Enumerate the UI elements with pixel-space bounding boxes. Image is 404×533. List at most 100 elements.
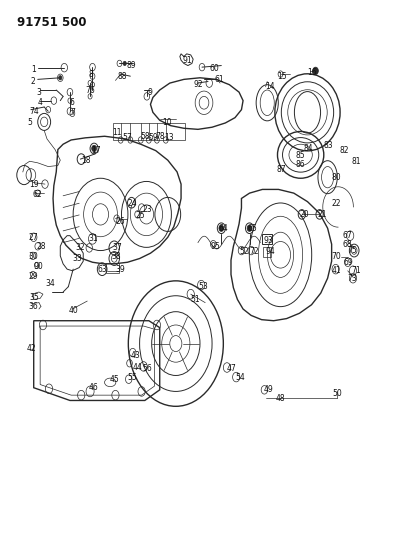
Text: 64: 64	[219, 224, 229, 233]
Text: 69: 69	[344, 258, 354, 266]
Text: 84: 84	[303, 144, 313, 153]
Text: 1: 1	[31, 66, 36, 74]
Bar	[262, 233, 272, 244]
Text: 61: 61	[214, 75, 224, 84]
Text: 43: 43	[130, 351, 140, 360]
Text: 56: 56	[143, 364, 152, 373]
Circle shape	[92, 146, 97, 152]
Text: 63: 63	[97, 265, 107, 273]
Text: 45: 45	[109, 375, 119, 384]
Text: 60: 60	[209, 64, 219, 73]
Text: 4: 4	[38, 98, 42, 107]
Circle shape	[123, 61, 126, 66]
Text: 10: 10	[162, 118, 171, 127]
Text: 59: 59	[149, 133, 159, 142]
Text: 90: 90	[34, 262, 44, 271]
Text: 39: 39	[116, 265, 125, 273]
Text: 11: 11	[113, 128, 122, 137]
Text: 16: 16	[307, 68, 317, 77]
Text: 36: 36	[28, 302, 38, 311]
Text: 91: 91	[183, 56, 192, 64]
Text: 17: 17	[91, 146, 101, 155]
Text: 94: 94	[265, 247, 276, 256]
Text: 54: 54	[235, 373, 245, 382]
Text: 85: 85	[295, 151, 305, 160]
Text: 33: 33	[72, 254, 82, 263]
Text: 68: 68	[342, 240, 352, 249]
Text: 87: 87	[276, 165, 286, 174]
Text: 44: 44	[133, 363, 143, 372]
Bar	[263, 247, 271, 257]
Text: 50: 50	[333, 389, 343, 398]
Text: 27: 27	[28, 233, 38, 242]
Text: 47: 47	[227, 364, 237, 373]
Text: 22: 22	[332, 199, 341, 208]
Text: 82: 82	[340, 146, 349, 155]
Text: 81: 81	[352, 157, 361, 166]
Text: 74: 74	[29, 107, 39, 116]
Text: 73: 73	[348, 273, 358, 282]
Text: 14: 14	[265, 82, 275, 91]
Text: 25: 25	[136, 212, 145, 221]
Text: 70: 70	[332, 253, 341, 261]
Text: 62: 62	[33, 190, 42, 199]
Text: 30: 30	[28, 253, 38, 261]
Circle shape	[59, 76, 62, 80]
Text: 95: 95	[211, 242, 221, 251]
Circle shape	[247, 225, 252, 231]
Text: 65: 65	[247, 224, 257, 233]
Text: 42: 42	[27, 344, 36, 353]
Text: 93: 93	[263, 237, 273, 246]
Text: 92: 92	[194, 80, 204, 89]
Text: 49: 49	[263, 385, 273, 394]
Text: 15: 15	[278, 71, 287, 80]
Text: 20: 20	[299, 210, 309, 219]
Text: 28: 28	[36, 242, 46, 251]
Text: 38: 38	[112, 253, 121, 261]
Text: 41: 41	[332, 266, 341, 275]
Text: 51: 51	[190, 295, 200, 304]
Circle shape	[219, 225, 224, 231]
Text: 72: 72	[250, 247, 259, 256]
Text: 18: 18	[81, 156, 91, 165]
Text: 71: 71	[352, 266, 362, 275]
Text: 57: 57	[123, 133, 133, 142]
Text: 2: 2	[31, 77, 36, 86]
Text: 24: 24	[128, 199, 137, 208]
Text: 88: 88	[118, 71, 127, 80]
Text: 58: 58	[141, 132, 150, 141]
Text: 78: 78	[156, 132, 165, 141]
Circle shape	[313, 67, 318, 75]
Text: 48: 48	[275, 394, 285, 403]
Text: 29: 29	[28, 272, 38, 280]
Text: 6: 6	[70, 98, 75, 107]
Text: 80: 80	[332, 173, 341, 182]
Text: 40: 40	[68, 305, 78, 314]
Text: 89: 89	[126, 61, 136, 70]
Text: 19: 19	[29, 180, 39, 189]
Text: 35: 35	[29, 293, 40, 302]
Text: 31: 31	[88, 235, 98, 244]
Text: 7: 7	[70, 108, 75, 117]
Text: 83: 83	[324, 141, 333, 150]
Text: 34: 34	[45, 279, 55, 288]
Text: 26: 26	[116, 217, 125, 226]
Text: 53: 53	[199, 282, 208, 291]
Text: 52: 52	[239, 247, 249, 256]
Text: 46: 46	[88, 383, 98, 392]
Text: 9: 9	[147, 87, 153, 96]
Text: 23: 23	[143, 205, 152, 214]
Text: 55: 55	[128, 373, 137, 382]
Text: 32: 32	[75, 244, 85, 253]
Text: 21: 21	[318, 210, 328, 219]
Bar	[106, 263, 119, 273]
Text: 86: 86	[295, 160, 305, 169]
Text: 37: 37	[113, 244, 122, 253]
Text: 13: 13	[164, 133, 174, 142]
Text: 91751 500: 91751 500	[17, 15, 86, 29]
Text: 5: 5	[27, 118, 32, 127]
Text: 8: 8	[88, 70, 93, 78]
Text: 3: 3	[36, 87, 41, 96]
Text: 76: 76	[85, 85, 95, 94]
Text: 67: 67	[342, 231, 352, 240]
